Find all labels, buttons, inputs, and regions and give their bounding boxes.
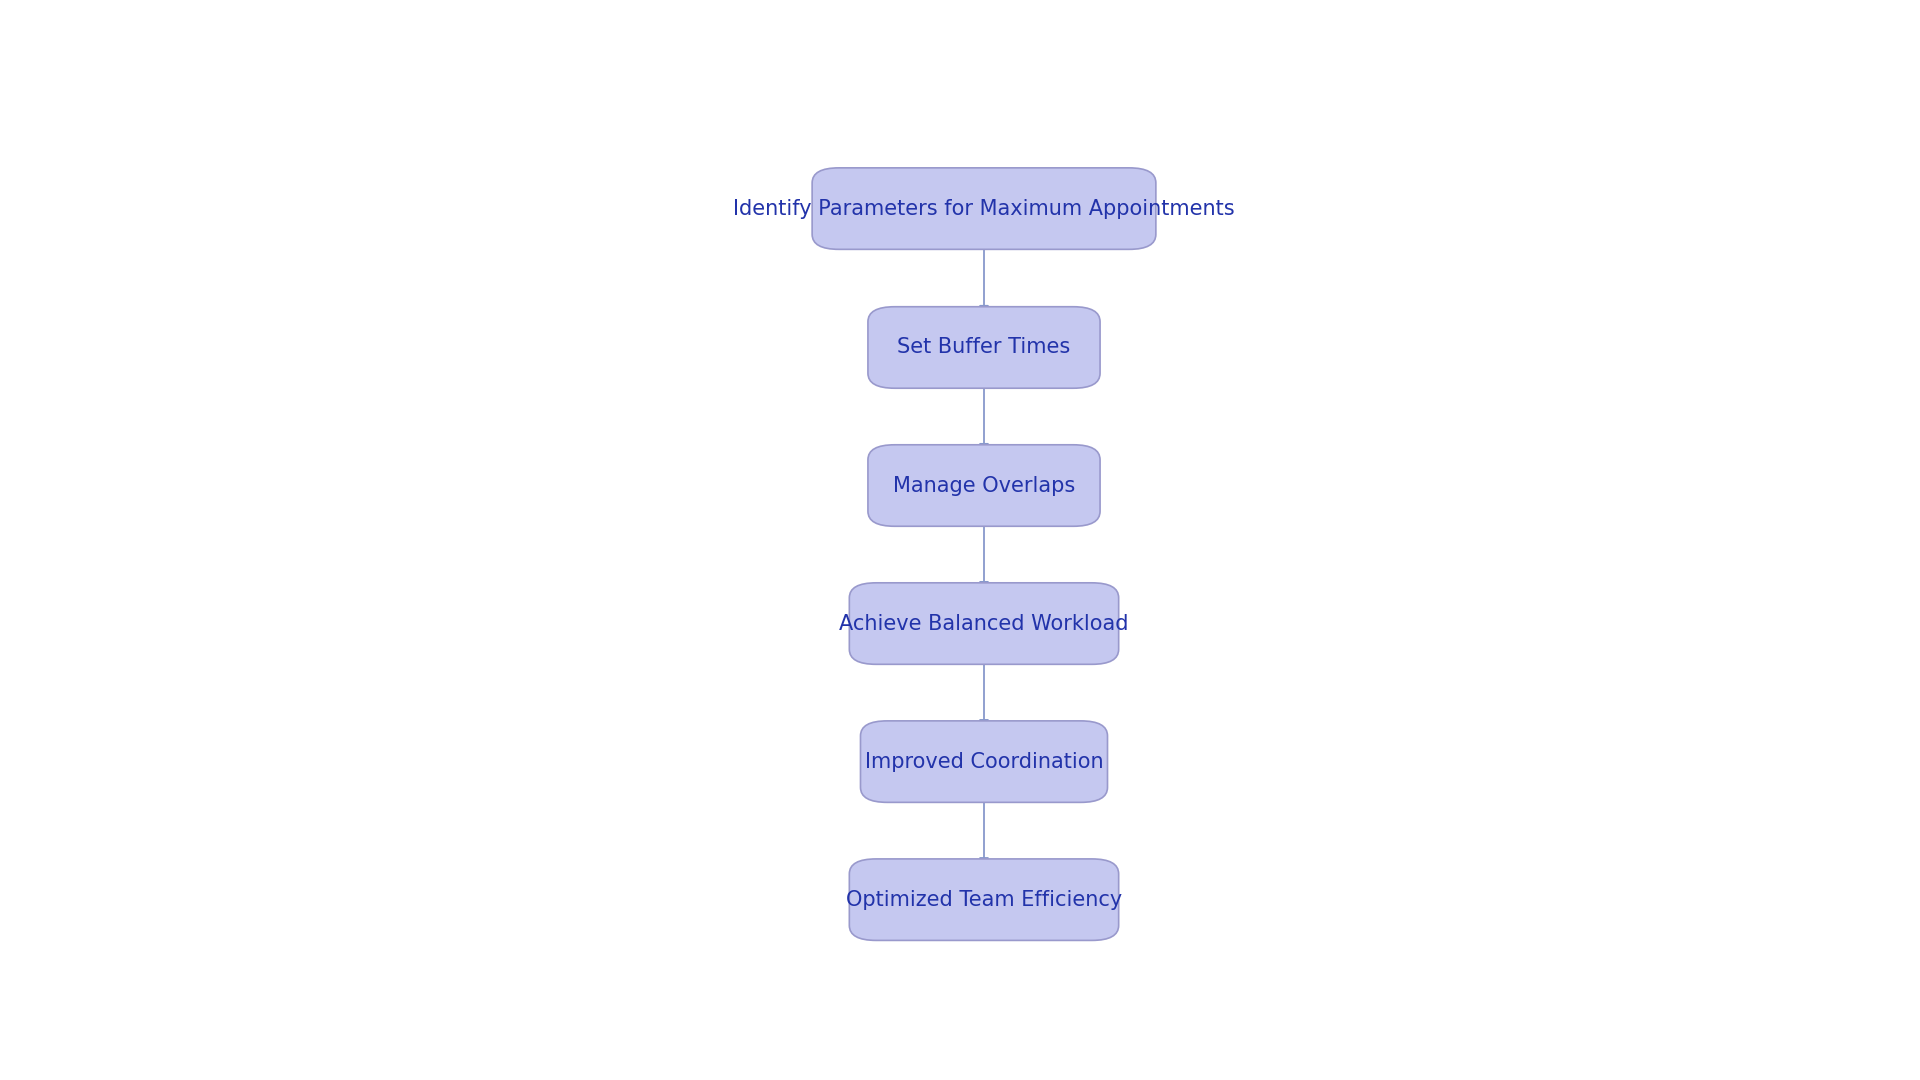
FancyBboxPatch shape xyxy=(812,167,1156,249)
Text: Set Buffer Times: Set Buffer Times xyxy=(897,337,1071,357)
Text: Achieve Balanced Workload: Achieve Balanced Workload xyxy=(839,613,1129,634)
Text: Optimized Team Efficiency: Optimized Team Efficiency xyxy=(847,890,1121,909)
Text: Improved Coordination: Improved Coordination xyxy=(864,752,1104,771)
FancyBboxPatch shape xyxy=(860,720,1108,802)
FancyBboxPatch shape xyxy=(868,307,1100,388)
Text: Manage Overlaps: Manage Overlaps xyxy=(893,475,1075,496)
FancyBboxPatch shape xyxy=(849,583,1119,664)
FancyBboxPatch shape xyxy=(868,445,1100,526)
FancyBboxPatch shape xyxy=(849,859,1119,941)
Text: Identify Parameters for Maximum Appointments: Identify Parameters for Maximum Appointm… xyxy=(733,199,1235,218)
